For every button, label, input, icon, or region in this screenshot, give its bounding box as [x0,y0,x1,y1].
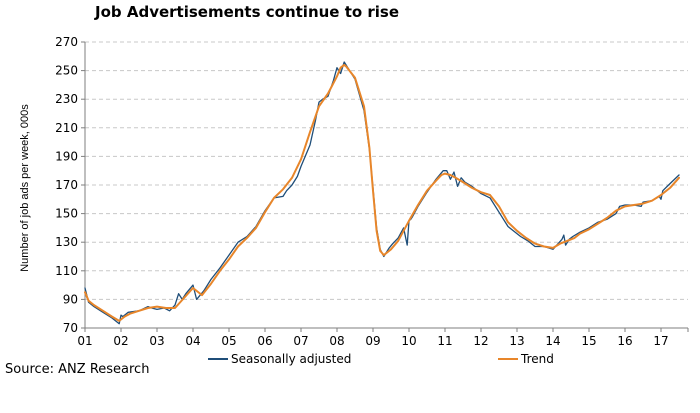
y-tick-label: 190 [55,149,78,163]
x-tick-label: 04 [185,334,200,348]
legend-label: Trend [520,352,554,366]
series-line-seasonally-adjusted [84,61,680,325]
x-tick-label: 02 [113,334,128,348]
y-tick-label: 90 [63,292,78,306]
series-line-trend [84,63,680,322]
gridlines [85,41,688,300]
x-tick-label: 12 [473,334,488,348]
y-axis-label: Number of job ads per week, 000s [19,104,31,272]
y-tick-label: 110 [55,264,78,278]
x-tick-label: 09 [365,334,380,348]
x-tick-label: 06 [257,334,272,348]
y-tick-label: 250 [55,64,78,78]
source-note: Source: ANZ Research [5,362,150,377]
y-tick-label: 70 [63,321,78,335]
x-tick-label: 03 [149,334,164,348]
x-tick-label: 05 [221,334,236,348]
chart-title: Job Advertisements continue to rise [95,3,400,21]
legend-label: Seasonally adjusted [231,352,351,366]
x-tick-label: 15 [581,334,596,348]
y-tick-label: 170 [55,178,78,192]
y-tick-label: 150 [55,207,78,221]
x-tick-label: 17 [653,334,668,348]
legend: Seasonally adjusted Trend [208,352,554,366]
x-tick-label: 11 [437,334,452,348]
x-tick-label: 01 [77,334,92,348]
axes: 70 90 110 130 150 170 190 210 230 250 270 01 02 03 04 0… [55,35,689,348]
series-lines [84,61,680,325]
x-tick-label: 16 [617,334,632,348]
x-tick-label: 14 [545,334,560,348]
x-tick-label: 10 [401,334,416,348]
x-tick-label: 07 [293,334,308,348]
x-tick-label: 13 [509,334,524,348]
x-tick-label: 08 [329,334,344,348]
y-tick-label: 210 [55,121,78,135]
y-tick-label: 230 [55,92,78,106]
y-tick-label: 270 [55,35,78,49]
y-tick-label: 130 [55,235,78,249]
